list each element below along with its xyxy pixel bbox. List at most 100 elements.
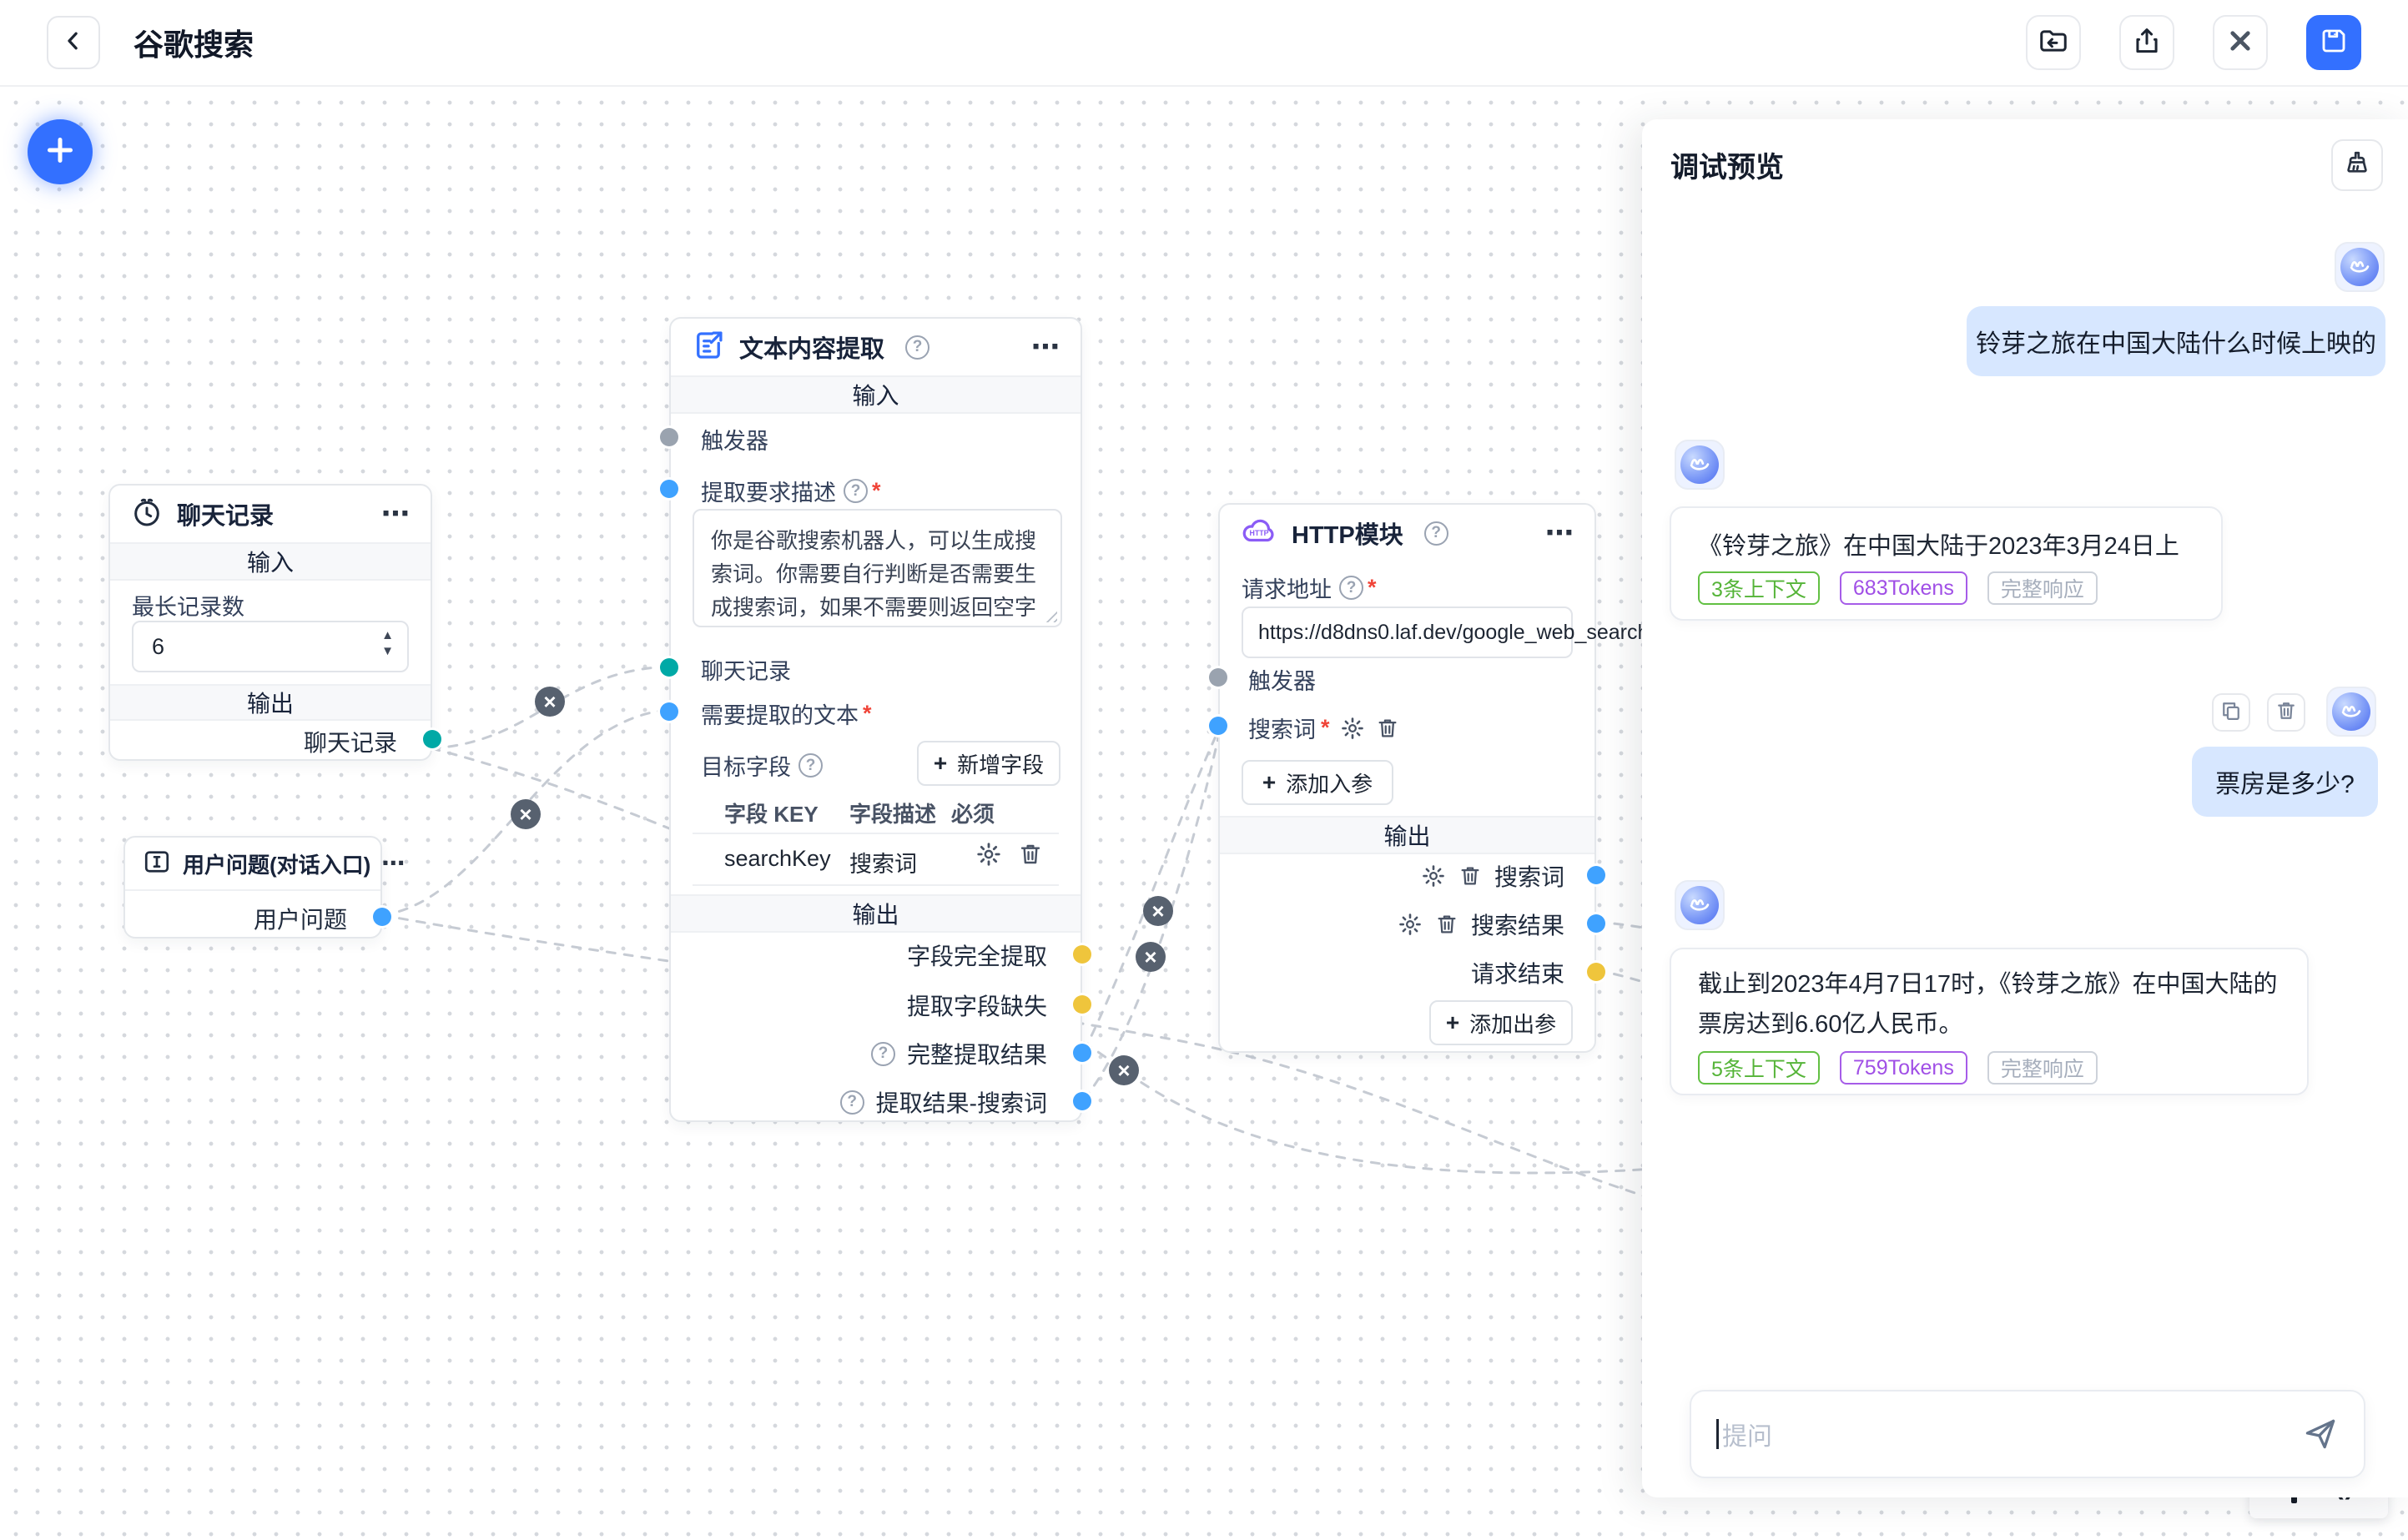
- http-cloud-icon: HTTP: [1240, 512, 1278, 555]
- port-in-search-key[interactable]: [1209, 717, 1227, 735]
- help-icon[interactable]: ?: [1339, 576, 1363, 600]
- trigger-label: 触发器: [1248, 669, 1316, 694]
- help-icon[interactable]: ?: [798, 753, 823, 778]
- port-out-fields-missing[interactable]: [1073, 995, 1091, 1014]
- output-delete-button[interactable]: [1434, 912, 1459, 937]
- clear-chat-button[interactable]: [2331, 139, 2383, 191]
- header-actions: [2026, 15, 2361, 70]
- edge-delete-badge[interactable]: ×: [535, 687, 565, 717]
- chat-input[interactable]: 提问: [1690, 1390, 2365, 1478]
- output-settings-button[interactable]: [1398, 912, 1423, 937]
- copy-message-button[interactable]: [2212, 693, 2250, 732]
- node-title: HTTP模块: [1292, 522, 1403, 549]
- node-header: HTTP HTTP模块 ? ⋯: [1220, 505, 1594, 561]
- output-label: 提取字段缺失: [906, 994, 1047, 1019]
- output-row: 聊天记录: [304, 726, 397, 757]
- stepper-up-icon[interactable]: ▲: [381, 628, 394, 642]
- text-caret: [1716, 1419, 1719, 1449]
- node-user-question[interactable]: 用户问题(对话入口) ⋯ 用户问题: [123, 836, 405, 939]
- output-row: ? 提取结果-搜索词: [839, 1086, 1047, 1118]
- svg-text:HTTP: HTTP: [1250, 528, 1269, 536]
- port-in-chat-history[interactable]: [660, 658, 678, 677]
- chevron-left-icon: [61, 28, 86, 58]
- add-input-param-button[interactable]: + 添加入参: [1242, 760, 1393, 805]
- send-icon[interactable]: [2302, 1416, 2339, 1452]
- tokens-badge[interactable]: 683Tokens: [1839, 571, 1967, 605]
- edge-delete-badge[interactable]: ×: [511, 799, 541, 829]
- port-in-text[interactable]: [660, 702, 678, 721]
- output-delete-button[interactable]: [1458, 863, 1483, 888]
- message-meta-tags: 3条上下文 683Tokens 完整响应: [1698, 571, 2098, 605]
- app-logo: [1680, 445, 1719, 484]
- extract-icon: [691, 328, 726, 367]
- request-url-value: https://d8dns0.laf.dev/google_web_search: [1258, 620, 1650, 644]
- param-settings-button[interactable]: [1340, 716, 1365, 741]
- node-content-extractor[interactable]: 文本内容提取 ? ⋯ 输入 触发器 提取要求描述 ? * 你是谷歌搜索机器人，可…: [660, 317, 1091, 1122]
- edge-delete-badge[interactable]: ×: [1109, 1055, 1139, 1085]
- output-settings-button[interactable]: [1421, 863, 1446, 888]
- node-header: 文本内容提取 ? ⋯: [671, 319, 1081, 375]
- plus-icon: +: [1445, 1009, 1460, 1035]
- port-out-chat-history[interactable]: [423, 730, 441, 748]
- help-icon[interactable]: ?: [870, 1041, 895, 1066]
- port-out-searchkey[interactable]: [1073, 1092, 1091, 1110]
- help-icon[interactable]: ?: [905, 335, 930, 360]
- output-label: 完整提取结果: [906, 1042, 1047, 1068]
- node-chat-history[interactable]: 聊天记录 ⋯ 输入 最长记录数 6 ▲ ▼ 输出 聊天记录: [108, 484, 441, 761]
- delete-message-button[interactable]: [2267, 693, 2305, 732]
- request-url-input[interactable]: https://d8dns0.laf.dev/google_web_search: [1242, 606, 1649, 658]
- tokens-badge[interactable]: 759Tokens: [1839, 1051, 1967, 1085]
- request-url-label: 请求地址 ? *: [1242, 575, 1377, 602]
- back-button[interactable]: [47, 16, 100, 69]
- output-section-bar: 输出: [1220, 816, 1594, 854]
- param-delete-button[interactable]: [1375, 716, 1400, 741]
- node-http-module[interactable]: HTTP HTTP模块 ? ⋯ 请求地址 ? * https://d8dns0.…: [1209, 503, 1649, 1053]
- field-delete-button[interactable]: [1017, 841, 1044, 868]
- add-field-button[interactable]: + 新增字段: [917, 741, 1060, 786]
- context-count-badge[interactable]: 5条上下文: [1698, 1051, 1820, 1085]
- port-out-full-result[interactable]: [1073, 1044, 1091, 1062]
- max-records-label: 最长记录数: [132, 595, 244, 620]
- port-out-search-key[interactable]: [1587, 866, 1605, 884]
- export-button[interactable]: [2119, 15, 2174, 70]
- save-button[interactable]: [2306, 15, 2361, 70]
- number-stepper[interactable]: ▲ ▼: [381, 628, 394, 658]
- help-icon[interactable]: ?: [844, 479, 868, 503]
- output-label: 用户问题: [253, 907, 347, 933]
- edge-delete-badge[interactable]: ×: [1136, 942, 1166, 972]
- resize-handle-icon[interactable]: [1042, 607, 1057, 622]
- port-out-user-question[interactable]: [373, 908, 391, 926]
- clean-brush-icon: [2342, 148, 2372, 183]
- stepper-down-icon[interactable]: ▼: [381, 643, 394, 658]
- port-in-trigger[interactable]: [1209, 668, 1227, 687]
- full-response-badge[interactable]: 完整响应: [1987, 571, 2098, 605]
- max-records-input[interactable]: 6 ▲ ▼: [132, 621, 409, 672]
- full-response-badge[interactable]: 完整响应: [1987, 1051, 2098, 1085]
- page-title: 谷歌搜索: [133, 28, 254, 62]
- add-output-param-button[interactable]: + 添加出参: [1429, 1000, 1573, 1045]
- open-app-button[interactable]: [2026, 15, 2081, 70]
- help-icon[interactable]: ?: [1423, 521, 1448, 546]
- close-button[interactable]: [2213, 15, 2268, 70]
- field-settings-button[interactable]: [975, 841, 1002, 868]
- required-asterisk: *: [863, 701, 872, 726]
- add-node-button[interactable]: [28, 119, 93, 184]
- port-out-request-end[interactable]: [1587, 963, 1605, 981]
- context-count-badge[interactable]: 3条上下文: [1698, 571, 1820, 605]
- help-icon[interactable]: ?: [839, 1090, 864, 1115]
- share-export-icon: [2131, 25, 2163, 61]
- output-row: 搜索结果: [1398, 908, 1564, 940]
- port-in-extract-desc[interactable]: [660, 480, 678, 498]
- required-asterisk: *: [1368, 575, 1377, 600]
- output-section-bar: 输出: [671, 894, 1081, 933]
- assistant-avatar: [1675, 880, 1725, 930]
- port-out-search-result[interactable]: [1587, 914, 1605, 933]
- edge-delete-badge[interactable]: ×: [1143, 896, 1173, 926]
- node-header: 用户问题(对话入口) ⋯: [125, 838, 405, 891]
- port-in-trigger[interactable]: [660, 428, 678, 446]
- extract-desc-textarea[interactable]: 你是谷歌搜索机器人，可以生成搜索词。你需要自行判断是否需要生成搜索词，如果不需要…: [693, 509, 1062, 627]
- close-icon: [2226, 27, 2254, 59]
- port-out-fields-complete[interactable]: [1073, 945, 1091, 964]
- trash-icon: [2275, 699, 2298, 727]
